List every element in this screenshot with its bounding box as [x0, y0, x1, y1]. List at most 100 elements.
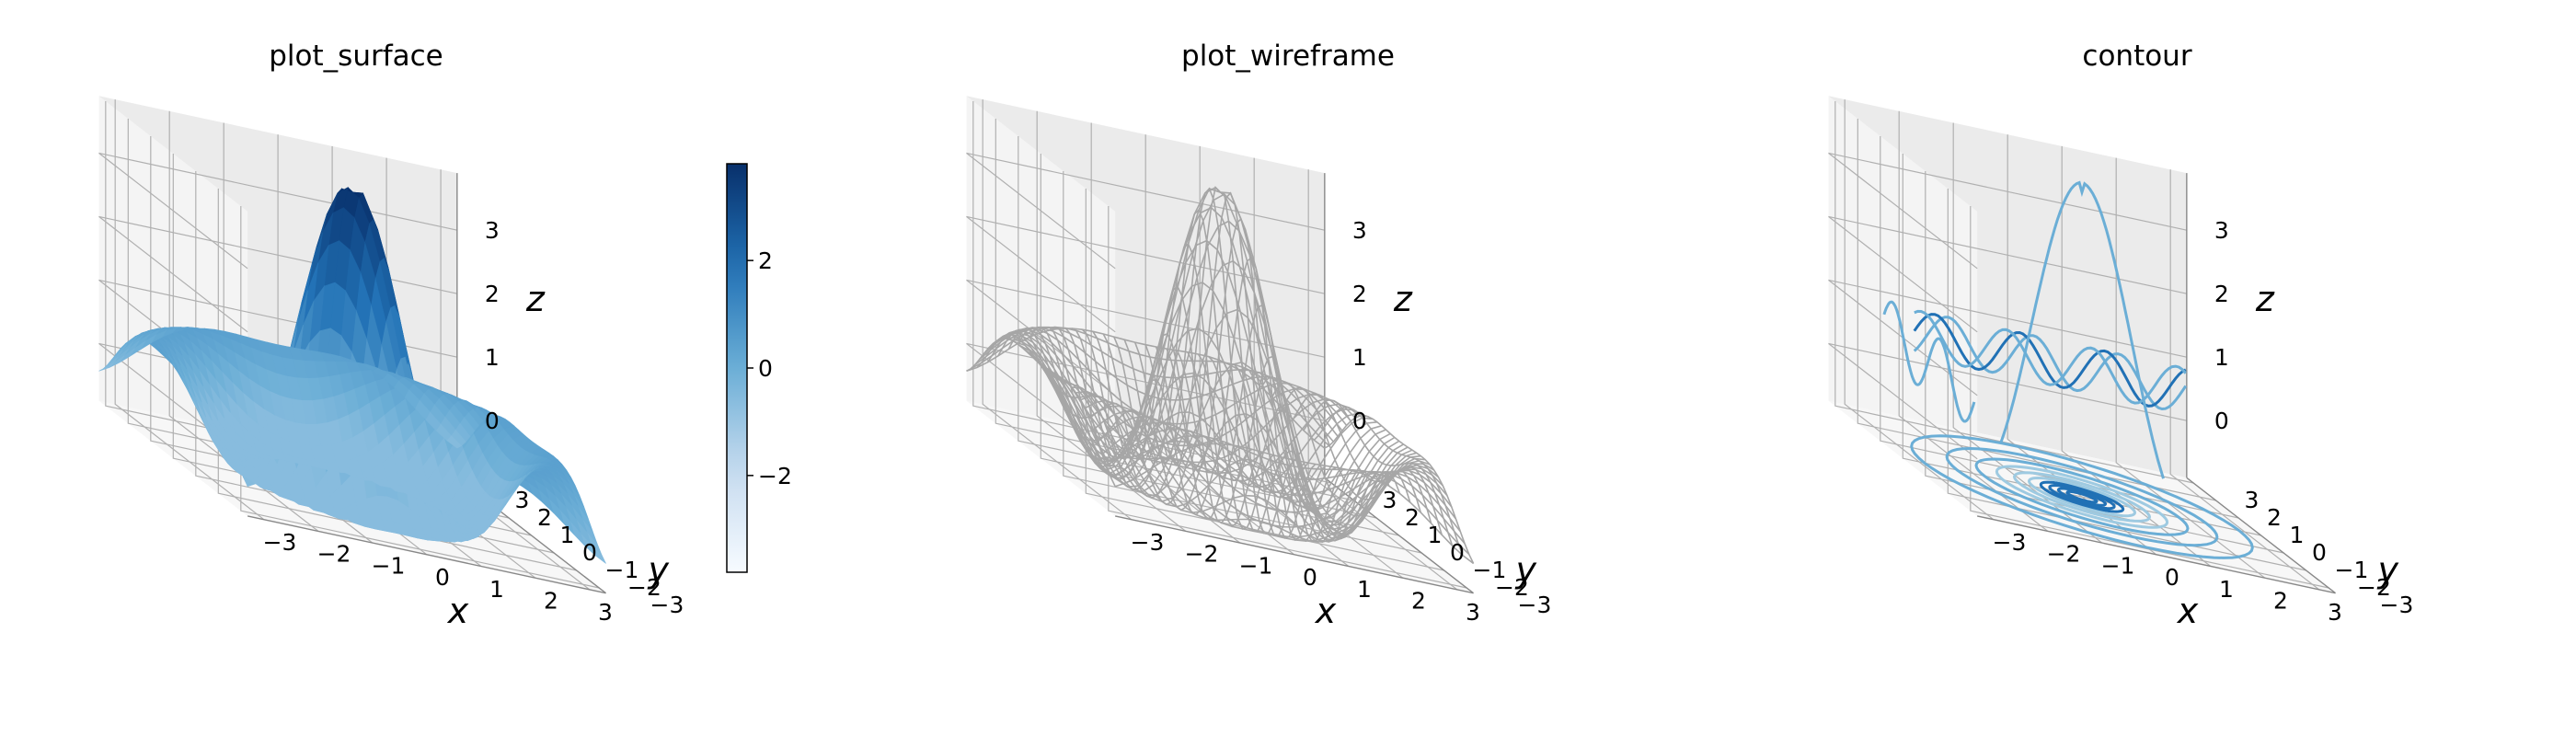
- wireframe-line: [1229, 363, 1380, 542]
- y-tick-label: 2: [537, 504, 552, 531]
- wireframe-line: [966, 328, 1326, 449]
- y-tick-label: 0: [582, 539, 597, 566]
- surface-facet: [98, 362, 114, 372]
- y-tick-label: 0: [1450, 539, 1465, 566]
- gridline-y: [1085, 189, 1444, 571]
- peak-contour: [1999, 180, 2165, 479]
- wireframe-line: [1187, 304, 1338, 543]
- wireframe-line: [1218, 359, 1369, 543]
- gridline-y: [1018, 136, 1377, 519]
- floor-contour: [2027, 476, 2137, 518]
- gridline-y: [240, 206, 600, 589]
- x-tick-label: 2: [1411, 588, 1426, 615]
- y-tick-label: −3: [1518, 592, 1552, 618]
- colorbar-scale: [726, 163, 748, 573]
- x-tick-label: 2: [2273, 588, 2288, 615]
- gridline-y: [995, 119, 1354, 501]
- z-tick-label: 2: [1352, 281, 1367, 307]
- panel-title: contour: [2082, 40, 2191, 73]
- wireframe-line: [1176, 256, 1327, 542]
- x-tick-label: −3: [1131, 529, 1165, 556]
- x-tick-label: −1: [2101, 552, 2135, 579]
- x-tick-label: 1: [2219, 576, 2234, 603]
- gridline-y: [1834, 101, 2194, 484]
- wireframe-line: [1001, 334, 1361, 482]
- x-tick-label: −1: [372, 552, 406, 579]
- gridline-z: [1828, 279, 2187, 397]
- floor-contour: [1974, 457, 2190, 536]
- y-tick-label: 3: [2245, 487, 2260, 513]
- wireframe-line: [970, 326, 1330, 447]
- wireframe-line: [1303, 398, 1454, 546]
- wireframe-line: [1239, 367, 1390, 540]
- floor-contour: [2056, 487, 2108, 507]
- gridline-z: [966, 152, 1325, 270]
- x-tick-label: 3: [598, 599, 613, 626]
- gridline-y: [217, 189, 577, 571]
- gridline-z: [1828, 342, 2187, 460]
- gridline-y: [1108, 206, 1467, 589]
- gridline-x: [114, 99, 265, 521]
- x-tick-label: 3: [1466, 599, 1480, 626]
- z-tick-label: 3: [2214, 217, 2229, 244]
- gridline-x: [1844, 99, 1995, 521]
- gridline-z: [1828, 215, 2187, 333]
- y-tick-label: −3: [650, 592, 684, 618]
- axis-labels: x y z: [447, 279, 670, 631]
- x-axis-label: x: [1315, 591, 1337, 631]
- y-tick-label: 2: [1405, 504, 1420, 531]
- z-tick-label: 0: [485, 408, 500, 434]
- wireframe-line: [1014, 340, 1374, 499]
- wireframe-line: [1292, 392, 1443, 535]
- y-tick-label: 1: [1428, 522, 1443, 548]
- z-axis-label: z: [1393, 279, 1413, 319]
- x-tick-label: 0: [1303, 564, 1317, 591]
- y-axis-label: y: [2376, 549, 2398, 590]
- wireframe-line: [1271, 381, 1422, 517]
- wireframe-line: [987, 328, 1348, 447]
- gridline-z: [1828, 152, 2187, 270]
- y-tick-label: −1: [2335, 557, 2369, 583]
- x-tick-label: −1: [1239, 552, 1273, 579]
- x-tick-label: 0: [435, 564, 450, 591]
- z-axis-label: z: [525, 279, 546, 319]
- x-axis-label: x: [2177, 591, 2199, 631]
- x-axis-line: [1977, 515, 2336, 594]
- z-tick-label: 2: [485, 281, 500, 307]
- wall-contour: [1914, 309, 2187, 405]
- y-axis-line: [2186, 477, 2336, 594]
- colorbar-tick-label: 0: [758, 355, 773, 382]
- x-axis-line: [1115, 515, 1474, 594]
- y-tick-label: −1: [605, 557, 639, 583]
- z-tick-label: 3: [485, 217, 500, 244]
- wireframe-line: [1006, 336, 1365, 489]
- x-tick-label: −2: [1185, 541, 1219, 568]
- x-tick-label: −3: [263, 529, 297, 556]
- x-tick-label: 2: [544, 588, 558, 615]
- wireframe-line: [1018, 327, 1377, 504]
- colorbar-tick-label: 2: [758, 247, 773, 274]
- y-tick-label: −1: [1473, 557, 1507, 583]
- floor-contour: [1945, 446, 2219, 547]
- x-tick-label: −2: [317, 541, 351, 568]
- gridline-y: [1063, 171, 1422, 554]
- floor-contour: [1910, 434, 2254, 559]
- y-tick-label: 2: [2267, 504, 2282, 531]
- y-tick-label: −2: [1495, 574, 1529, 601]
- gridline-x: [168, 110, 319, 532]
- panel-plot-wireframe: plot_wireframe −3 −2 −1 0 1 2 3 −3−2−101230123x…: [966, 40, 1552, 631]
- x-tick-label: 1: [489, 576, 504, 603]
- y-tick-label: 1: [560, 522, 575, 548]
- axis-lines: [1977, 173, 2336, 594]
- floor-contour: [2039, 480, 2125, 513]
- floor-contour: [1995, 465, 2169, 529]
- z-tick-label: 1: [485, 344, 500, 371]
- x-axis-line: [247, 515, 606, 594]
- floor-contour: [2048, 483, 2116, 511]
- y-tick-label: 3: [515, 487, 530, 513]
- z-tick-label: 2: [2214, 281, 2229, 307]
